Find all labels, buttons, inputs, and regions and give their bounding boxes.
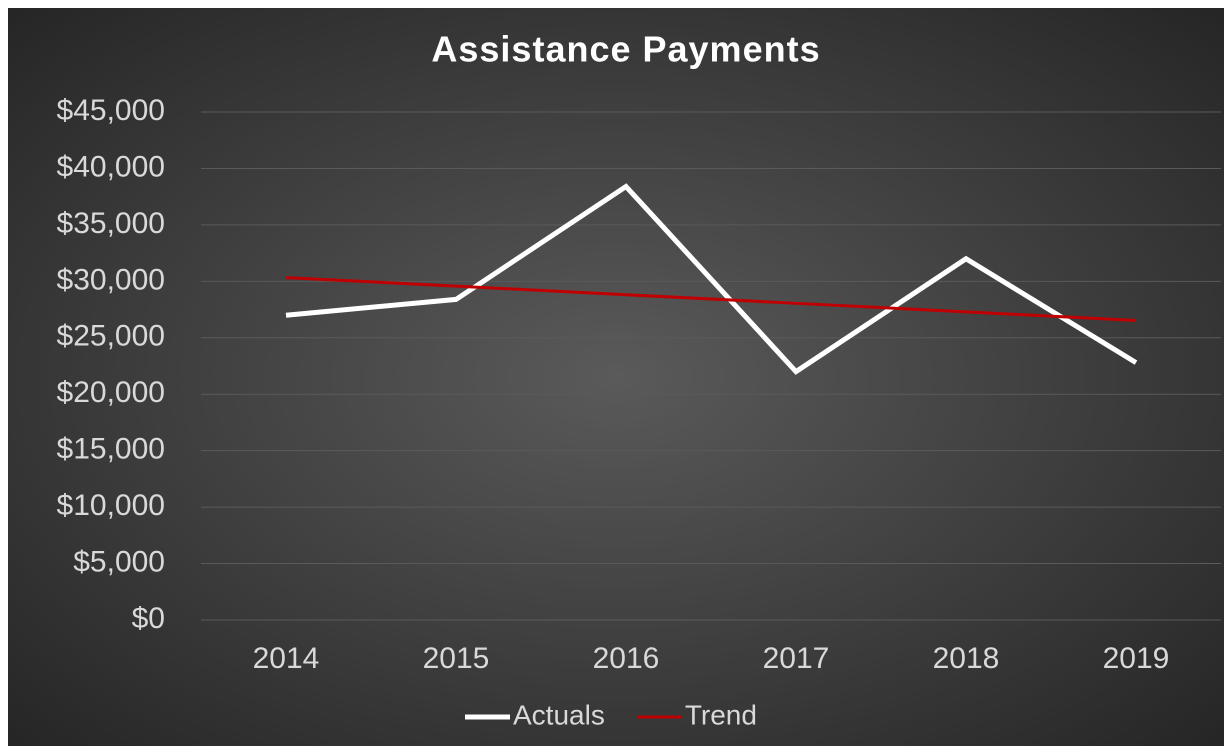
series-line bbox=[285, 276, 1137, 322]
x-tick-label: 2017 bbox=[763, 642, 830, 675]
series-line bbox=[285, 183, 1138, 375]
y-tick-label: $10,000 bbox=[57, 489, 165, 522]
y-tick-label: $20,000 bbox=[57, 376, 165, 409]
legend-label: Trend bbox=[685, 699, 757, 730]
x-tick-label: 2019 bbox=[1103, 642, 1170, 675]
y-tick-label: $40,000 bbox=[57, 150, 165, 183]
y-tick-label: $5,000 bbox=[73, 545, 165, 578]
y-tick-label: $25,000 bbox=[57, 320, 165, 353]
y-tick-label: $35,000 bbox=[57, 207, 165, 240]
chart-title: Assistance Payments bbox=[431, 29, 820, 70]
x-tick-label: 2016 bbox=[593, 642, 660, 675]
y-tick-label: $45,000 bbox=[57, 94, 165, 127]
y-tick-label: $0 bbox=[132, 602, 165, 635]
y-tick-label: $30,000 bbox=[57, 263, 165, 296]
y-tick-label: $15,000 bbox=[57, 433, 165, 466]
x-tick-label: 2018 bbox=[933, 642, 1000, 675]
legend-label: Actuals bbox=[513, 699, 605, 730]
x-tick-label: 2015 bbox=[423, 642, 490, 675]
x-tick-label: 2014 bbox=[253, 642, 320, 675]
chart-background bbox=[8, 8, 1224, 746]
